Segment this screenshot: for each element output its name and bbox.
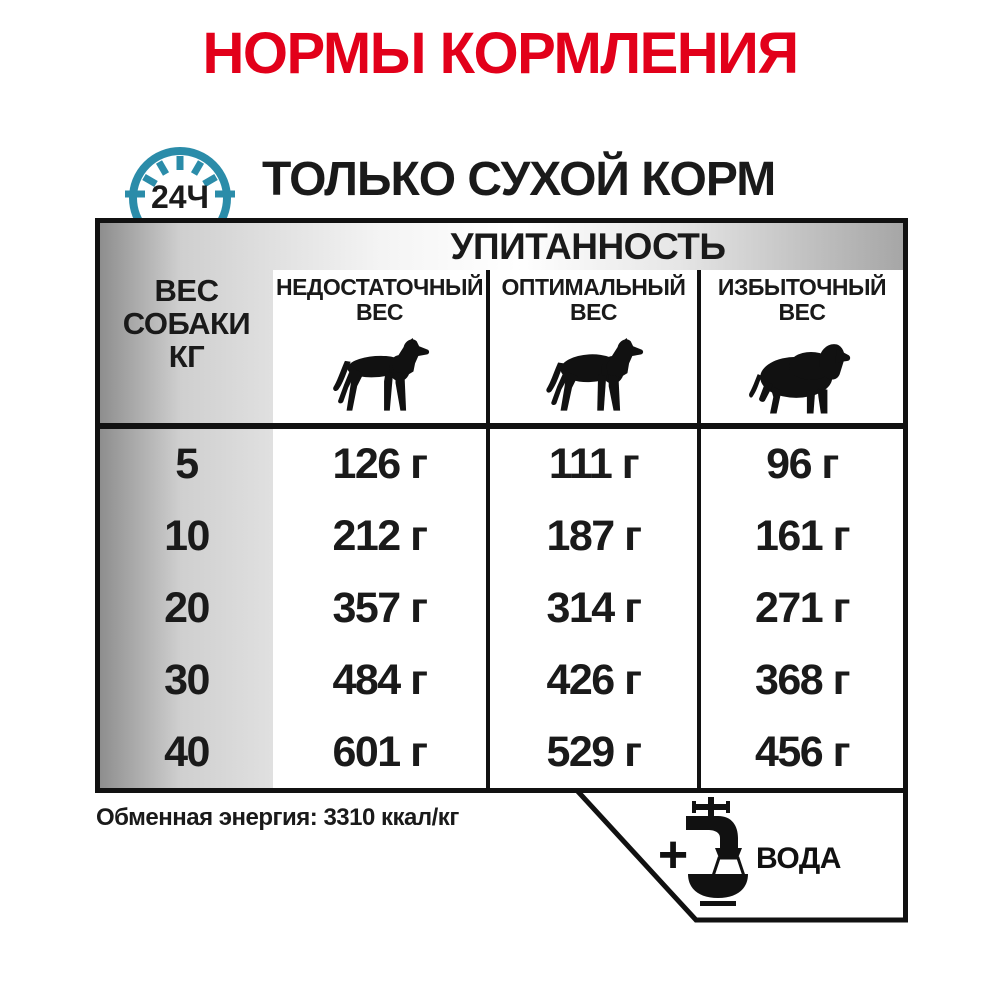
energy-note: Обменная энергия: 3310 ккал/кг <box>96 804 459 831</box>
overweight-values: 96 г 161 г 271 г 368 г 456 г <box>701 429 903 788</box>
weight_kg-cell: 5 <box>175 440 199 489</box>
overweight-cell: 368 г <box>754 655 851 704</box>
optimal-cell: 111 г <box>548 440 640 489</box>
weight-header-line: СОБАКИ <box>122 306 251 341</box>
weight-header-line: КГ <box>168 339 205 374</box>
optimal-cell: 426 г <box>546 655 642 704</box>
weight_kg-cell: 10 <box>164 512 210 561</box>
overweight-cell: 96 г <box>766 440 839 489</box>
column-underweight-header: НЕДОСТАТОЧНЫЙ ВЕС <box>273 270 486 423</box>
column-label: НЕДОСТАТОЧНЫЙ <box>275 274 484 300</box>
water-callout: + ВОДА <box>571 788 908 923</box>
optimal-cell: 529 г <box>546 727 642 776</box>
weight_kg-cell: 20 <box>164 583 210 632</box>
subtitle: ТОЛЬКО СУХОЙ КОРМ <box>262 153 776 206</box>
optimal-cell: 187 г <box>546 512 642 561</box>
overweight-cell: 161 г <box>754 512 851 561</box>
underweight-cell: 212 г <box>332 512 428 561</box>
feeding-table: УПИТАННОСТЬ ВЕС СОБАКИ КГ НЕДОСТАТОЧНЫЙ … <box>95 218 908 793</box>
column-label: ВЕС <box>569 299 618 325</box>
faucet-water-bowl-icon <box>686 797 748 906</box>
optimal-dog-icon <box>545 338 643 411</box>
underweight-dog-icon <box>332 338 429 411</box>
column-optimal: ОПТИМАЛЬНЫЙ ВЕС 111 г 187 г 314 г 426 г 529 … <box>486 270 697 788</box>
underweight-cell: 484 г <box>332 655 428 704</box>
clock-label: 24Ч <box>151 179 209 215</box>
column-overweight-header: ИЗБЫТОЧНЫЙ ВЕС <box>701 270 903 423</box>
column-label: ОПТИМАЛЬНЫЙ <box>501 274 686 300</box>
water-callout-border <box>571 788 908 923</box>
column-label: ВЕС <box>355 299 404 325</box>
plus-sign: + <box>658 826 688 884</box>
column-optimal-header: ОПТИМАЛЬНЫЙ ВЕС <box>490 270 697 423</box>
column-overweight: ИЗБЫТОЧНЫЙ ВЕС 96 г 161 г 271 г 368 г 456 г <box>697 270 903 788</box>
header-divider-line <box>100 423 903 429</box>
overweight-cell: 456 г <box>754 727 851 776</box>
optimal-values: 111 г 187 г 314 г 426 г 529 г <box>490 429 697 788</box>
underweight-values: 126 г 212 г 357 г 484 г 601 г <box>273 429 486 788</box>
weight_kg-cell: 40 <box>164 727 210 776</box>
column-label: ВЕС <box>778 299 826 325</box>
condition-header: УПИТАННОСТЬ <box>450 225 726 267</box>
column-label: ИЗБЫТОЧНЫЙ <box>717 274 887 300</box>
dog-weight-values: 5 10 20 30 40 <box>100 429 273 788</box>
underweight-cell: 126 г <box>332 440 428 489</box>
optimal-cell: 314 г <box>546 583 642 632</box>
water-label: ВОДА <box>756 842 841 875</box>
underweight-cell: 357 г <box>332 583 428 632</box>
underweight-cell: 601 г <box>332 727 428 776</box>
overweight-dog-icon <box>749 344 851 414</box>
weight-column-header: ВЕС СОБАКИ КГ <box>100 270 273 423</box>
weight_kg-cell: 30 <box>164 655 210 704</box>
overweight-cell: 271 г <box>754 583 851 632</box>
page-title: НОРМЫ КОРМЛЕНИЯ <box>202 21 799 86</box>
weight-header-line: ВЕС <box>154 273 219 308</box>
column-underweight: НЕДОСТАТОЧНЫЙ ВЕС 126 г 212 г 357 г 484 г 60… <box>273 270 486 788</box>
